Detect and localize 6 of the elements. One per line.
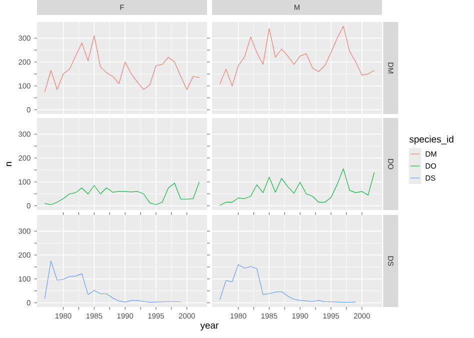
line-series (44, 260, 182, 303)
y-axis-title: n (6, 162, 12, 166)
legend-title: species_id (409, 136, 454, 144)
line-series (44, 182, 200, 205)
x-axis-title: year (200, 323, 219, 331)
line-series (44, 35, 200, 92)
